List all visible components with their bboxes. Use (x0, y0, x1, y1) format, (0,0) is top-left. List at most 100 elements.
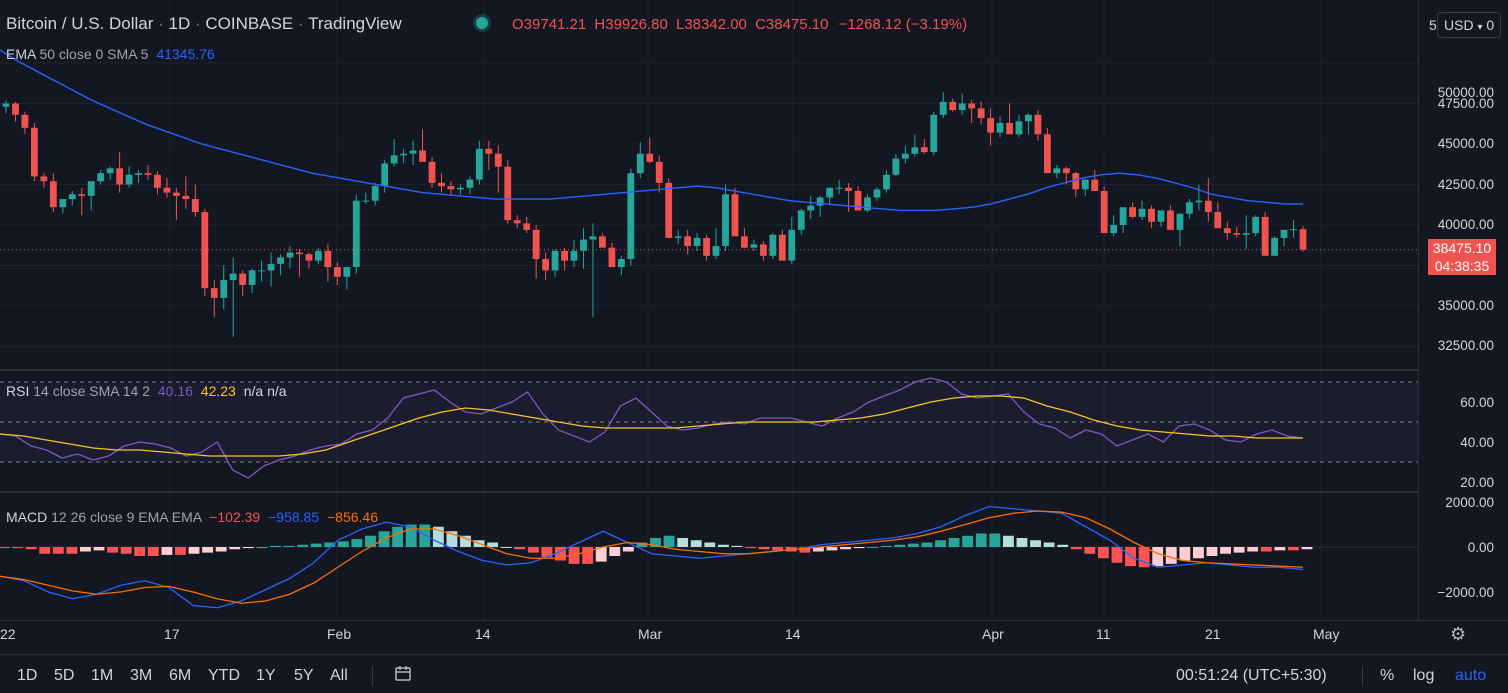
candle-body (684, 236, 692, 247)
rsi-band (0, 382, 1418, 462)
candle-body (958, 103, 966, 110)
macd-histogram-bar (175, 547, 186, 555)
rsi-tick: 40.00 (1460, 435, 1494, 450)
rsi-value-4: n/a (267, 383, 287, 399)
date-range-icon[interactable] (394, 664, 412, 682)
market-status-icon[interactable] (476, 17, 488, 29)
candle-body (315, 250, 322, 261)
macd-histogram-bar (1287, 547, 1299, 551)
range-1m-button[interactable]: 1M (91, 667, 114, 684)
rsi-params: 14 close SMA 14 2 (33, 383, 150, 399)
candle-body (116, 168, 124, 185)
macd-histogram-bar (921, 542, 933, 547)
candle-body (901, 153, 909, 159)
timezone-clock[interactable]: 00:51:24 (UTC+5:30) (1176, 667, 1327, 684)
macd-histogram-bar (1192, 547, 1204, 559)
range-all-button[interactable]: All (330, 667, 348, 684)
candle-body (864, 197, 871, 211)
candle-body (1223, 228, 1231, 234)
candle-body (352, 200, 360, 268)
macd-histogram-bar (582, 547, 594, 564)
macd-histogram-bar (1030, 540, 1041, 547)
macd-legend[interactable]: MACD 12 26 close 9 EMA EMA −102.39 −958.… (6, 509, 378, 525)
candle-body (1006, 122, 1013, 135)
macd-histogram-bar (365, 535, 376, 547)
candle-body (561, 250, 568, 261)
macd-histogram-bar (650, 538, 661, 547)
macd-histogram-bar (1043, 542, 1055, 547)
rsi-tick: 20.00 (1460, 475, 1494, 490)
time-tick: 14 (475, 626, 491, 642)
range-1d-button[interactable]: 1D (17, 667, 38, 684)
pane-divider[interactable] (0, 491, 1418, 493)
macd-histogram-bar (270, 545, 281, 547)
candle-body (949, 101, 957, 110)
settings-gear-icon[interactable]: ⚙ (1450, 624, 1467, 644)
candle-body (1081, 179, 1089, 190)
range-ytd-button[interactable]: YTD (208, 667, 240, 684)
macd-histogram-bar (663, 535, 675, 547)
rsi-legend[interactable]: RSI 14 close SMA 14 2 40.16 42.23 n/a n/… (6, 383, 287, 399)
macd-histogram-bar (609, 547, 621, 556)
macd-histogram-bar (500, 547, 512, 548)
interval[interactable]: 1D (168, 14, 191, 33)
candle-body (987, 118, 994, 133)
candle-body (1100, 190, 1108, 234)
symbol-title[interactable]: Bitcoin / U.S. Dollar (6, 14, 154, 33)
macd-histogram-bar (120, 547, 132, 554)
macd-histogram-bar (1165, 547, 1177, 564)
price-tick: 42500.00 (1437, 177, 1494, 192)
candle-body (135, 173, 142, 175)
candle-body (494, 153, 502, 167)
candle-body (400, 153, 408, 156)
pane-divider[interactable] (0, 369, 1418, 371)
macd-line (0, 505, 1304, 609)
ema-params: 50 close 0 SMA 5 (39, 46, 149, 62)
candle-body (646, 153, 654, 162)
range-1y-button[interactable]: 1Y (256, 667, 276, 684)
candle-body (12, 103, 19, 115)
macd-label: MACD (6, 509, 48, 525)
range-5y-button[interactable]: 5Y (294, 667, 314, 684)
macd-histogram-bar (242, 547, 254, 549)
candle-body (911, 147, 919, 154)
auto-scale-toggle[interactable]: auto (1455, 667, 1487, 684)
candle-body (239, 273, 247, 285)
candle-body (1204, 200, 1212, 213)
percent-scale-toggle[interactable]: % (1380, 667, 1395, 684)
candle-body (513, 220, 521, 224)
candle-body (845, 187, 852, 191)
range-6m-button[interactable]: 6M (169, 667, 192, 684)
macd-histogram-bar (962, 535, 974, 547)
candle-body (1280, 229, 1288, 238)
candle-body (333, 267, 341, 277)
candle-body (693, 237, 701, 247)
macd-histogram-bar (1016, 538, 1028, 547)
candle-body (826, 187, 834, 198)
candle-body (1025, 114, 1032, 122)
candle-body (78, 194, 86, 196)
currency-selector[interactable]: USD ▾ 0 (1437, 12, 1502, 38)
ema-value: 41345.76 (156, 46, 215, 62)
range-3m-button[interactable]: 3M (130, 667, 153, 684)
change-value: −1268.12 (−3.19%) (838, 16, 968, 33)
macd-histogram-bar (297, 544, 309, 547)
candle-body (1271, 237, 1279, 256)
macd-histogram-bar (948, 538, 960, 547)
rsi-line (0, 377, 1304, 479)
macd-histogram-bar (215, 547, 227, 552)
log-scale-toggle[interactable]: log (1413, 667, 1435, 684)
candle-body (769, 234, 777, 256)
macd-histogram-bar (704, 542, 716, 547)
macd-histogram-bar (337, 541, 349, 547)
range-5d-button[interactable]: 5D (54, 667, 75, 684)
candle-body (438, 182, 445, 187)
alerts-count[interactable]: 5 (1429, 17, 1437, 33)
candle-body (703, 237, 710, 256)
candle-body (1119, 207, 1127, 225)
candle-body (523, 223, 531, 230)
macd-histogram-bar (93, 547, 105, 551)
ema-legend[interactable]: EMA 50 close 0 SMA 5 41345.76 (6, 46, 215, 62)
candle-body (21, 114, 29, 128)
